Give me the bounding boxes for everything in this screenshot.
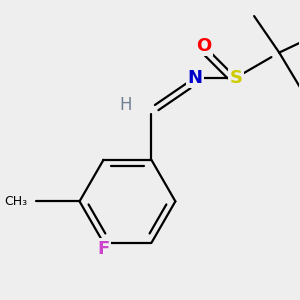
- Text: O: O: [196, 37, 212, 55]
- Text: H: H: [119, 96, 132, 114]
- Text: CH₃: CH₃: [4, 195, 27, 208]
- Text: N: N: [187, 69, 202, 87]
- Text: F: F: [98, 240, 110, 258]
- Text: S: S: [230, 69, 242, 87]
